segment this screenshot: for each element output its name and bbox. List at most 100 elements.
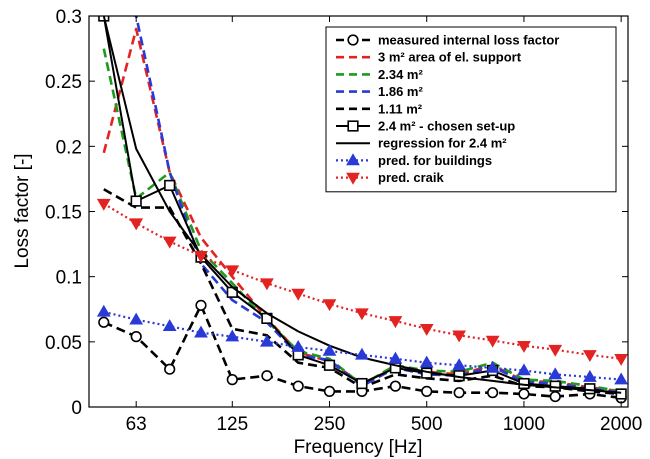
series-5 bbox=[98, 16, 627, 400]
x-tick-label: 1000 bbox=[503, 414, 545, 435]
y-tick-label: 0.1 bbox=[56, 268, 82, 289]
y-axis-label: Loss factor [-] bbox=[12, 153, 33, 268]
data-point bbox=[260, 334, 274, 347]
data-point bbox=[194, 325, 208, 338]
data-point bbox=[582, 350, 597, 362]
data-point bbox=[485, 335, 500, 348]
data-point bbox=[388, 316, 403, 329]
legend-marker bbox=[347, 34, 359, 46]
data-point bbox=[226, 374, 238, 386]
data-point bbox=[162, 319, 177, 331]
data-point bbox=[517, 363, 531, 376]
legend-label: 2.34 m² bbox=[378, 67, 423, 82]
data-point bbox=[355, 347, 369, 360]
legend-marker bbox=[347, 120, 359, 132]
legend-item: 2.4 m² - chosen set-up bbox=[336, 119, 515, 134]
data-point bbox=[96, 304, 111, 317]
legend-item: 1.11 m² bbox=[336, 101, 423, 116]
data-point bbox=[96, 198, 111, 211]
data-point bbox=[487, 387, 499, 399]
legend-item: 3 m² area of el. support bbox=[336, 50, 522, 65]
data-point bbox=[164, 179, 176, 192]
legend-item: pred. craik bbox=[336, 170, 445, 185]
legend-label: pred. craik bbox=[378, 170, 445, 185]
legend-label: 1.11 m² bbox=[378, 101, 423, 116]
data-point bbox=[130, 195, 142, 207]
data-point bbox=[322, 343, 337, 356]
data-point bbox=[517, 340, 531, 353]
legend-label: measured internal loss factor bbox=[378, 33, 559, 48]
data-point bbox=[614, 353, 628, 366]
y-tick-label: 0.15 bbox=[45, 203, 82, 224]
y-tick-label: 0.3 bbox=[56, 7, 82, 28]
legend-item: pred. for buildings bbox=[336, 153, 492, 168]
series-8 bbox=[96, 198, 628, 366]
data-point bbox=[292, 380, 304, 392]
x-tick-label: 500 bbox=[411, 414, 443, 435]
data-point bbox=[323, 359, 336, 371]
data-point bbox=[421, 385, 433, 397]
data-point bbox=[195, 299, 207, 311]
data-point bbox=[356, 377, 368, 390]
legend-item: 2.34 m² bbox=[336, 67, 423, 82]
x-tick-label: 63 bbox=[126, 414, 147, 435]
x-tick-label: 125 bbox=[216, 414, 248, 435]
series-7 bbox=[96, 304, 628, 385]
data-point bbox=[291, 288, 306, 301]
legend-label: regression for 2.4 m² bbox=[378, 136, 507, 151]
data-point bbox=[419, 355, 434, 368]
data-point bbox=[615, 388, 627, 400]
data-point bbox=[162, 236, 177, 249]
data-point bbox=[582, 369, 597, 382]
data-point bbox=[194, 251, 208, 263]
data-point bbox=[584, 383, 596, 395]
legend-marker bbox=[346, 153, 360, 166]
legend-label: 1.86 m² bbox=[378, 84, 423, 99]
data-point bbox=[323, 385, 336, 397]
data-point bbox=[453, 387, 465, 399]
legend-label: 2.4 m² - chosen set-up bbox=[378, 119, 515, 134]
legend-item: 1.86 m² bbox=[336, 84, 423, 99]
data-point bbox=[485, 360, 500, 373]
x-tick-label: 250 bbox=[314, 414, 346, 435]
legend-label: 3 m² area of el. support bbox=[378, 50, 522, 65]
x-axis-label: Frequency [Hz] bbox=[294, 437, 423, 458]
y-tick-label: 0 bbox=[71, 398, 82, 419]
legend-box bbox=[325, 26, 617, 193]
data-point bbox=[419, 323, 434, 336]
data-point bbox=[452, 358, 467, 371]
data-point bbox=[355, 308, 369, 321]
data-point bbox=[225, 265, 240, 278]
x-tick-label: 2000 bbox=[600, 414, 642, 435]
data-point bbox=[548, 344, 563, 357]
data-point bbox=[98, 316, 110, 328]
ticks-layer: 63 125 250 500 1000 2000 0 0.05 0.1 0.15 0.2 0.25 0.… bbox=[45, 7, 642, 435]
data-point bbox=[549, 390, 561, 403]
data-point bbox=[225, 329, 240, 342]
data-point bbox=[518, 388, 530, 400]
legend-label: pred. for buildings bbox=[378, 153, 492, 168]
legend-item: regression for 2.4 m² bbox=[336, 136, 507, 151]
data-point bbox=[130, 331, 142, 343]
data-point bbox=[129, 312, 144, 325]
data-point bbox=[261, 370, 273, 382]
data-point bbox=[452, 330, 467, 343]
legend-marker bbox=[346, 172, 360, 185]
data-point bbox=[164, 363, 176, 375]
y-tick-label: 0.05 bbox=[45, 333, 82, 354]
data-point bbox=[388, 351, 403, 364]
data-point bbox=[129, 218, 144, 231]
y-tick-label: 0.25 bbox=[45, 72, 82, 93]
legend: measured internal loss factor 3 m² area o… bbox=[325, 26, 617, 193]
data-point bbox=[548, 367, 563, 380]
legend-item: measured internal loss factor bbox=[336, 33, 559, 48]
y-tick-label: 0.2 bbox=[56, 137, 82, 158]
data-point bbox=[322, 299, 337, 312]
data-point bbox=[260, 278, 274, 291]
data-point bbox=[291, 339, 306, 352]
series-layer bbox=[96, 16, 628, 404]
data-point bbox=[389, 380, 402, 392]
series-0 bbox=[98, 299, 627, 404]
data-point bbox=[614, 372, 628, 385]
